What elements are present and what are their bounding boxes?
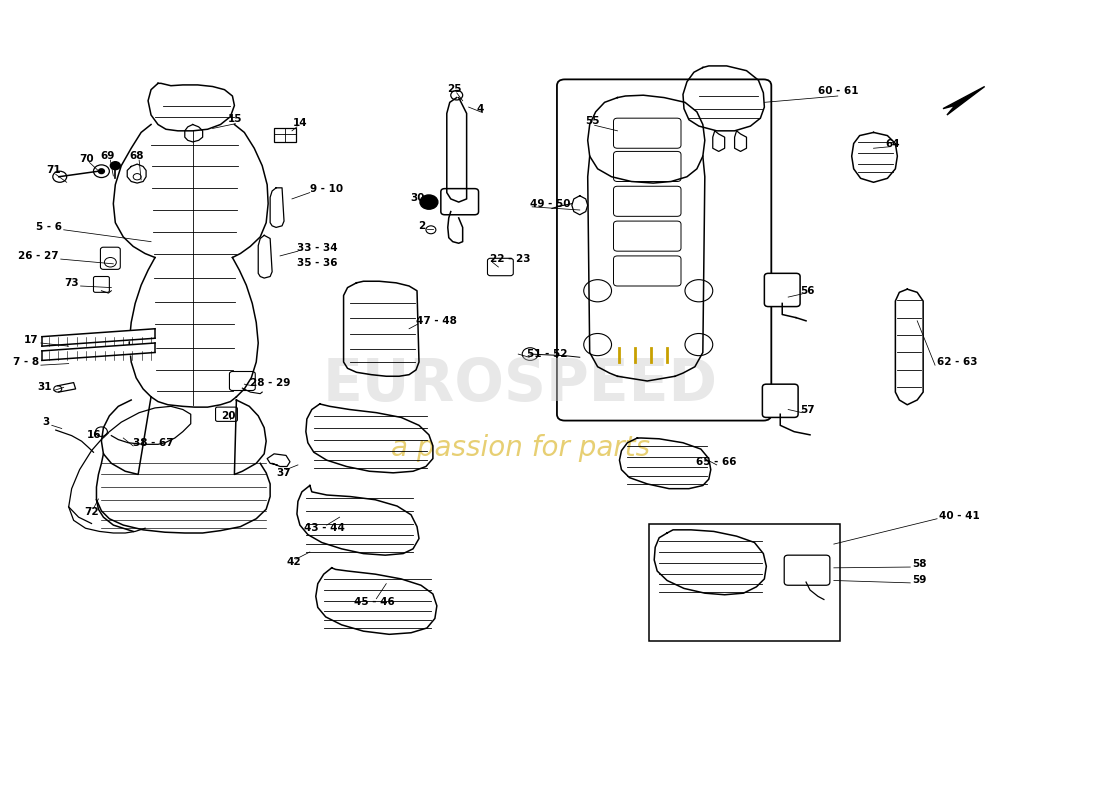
Circle shape (420, 195, 438, 210)
Text: 16: 16 (87, 430, 101, 440)
Text: 2: 2 (418, 221, 425, 231)
FancyBboxPatch shape (614, 221, 681, 251)
Circle shape (110, 162, 120, 170)
Text: 17: 17 (24, 335, 38, 345)
Text: 59: 59 (912, 574, 926, 585)
Circle shape (451, 90, 463, 100)
FancyBboxPatch shape (487, 258, 514, 276)
Circle shape (96, 427, 108, 437)
Text: 70: 70 (79, 154, 94, 163)
FancyBboxPatch shape (100, 247, 120, 270)
Text: 14: 14 (293, 118, 307, 128)
Circle shape (584, 280, 612, 302)
Text: 45 - 46: 45 - 46 (354, 597, 395, 607)
Text: 38 - 67: 38 - 67 (133, 438, 174, 448)
Circle shape (685, 280, 713, 302)
Text: EUROSPEED: EUROSPEED (322, 356, 717, 413)
Text: 35 - 36: 35 - 36 (297, 258, 338, 268)
Text: 43 - 44: 43 - 44 (305, 523, 345, 534)
Text: 37: 37 (277, 468, 292, 478)
FancyBboxPatch shape (764, 274, 800, 306)
Text: 28 - 29: 28 - 29 (251, 378, 290, 387)
Circle shape (104, 258, 117, 267)
Text: 60 - 61: 60 - 61 (817, 86, 858, 96)
Text: 5 - 6: 5 - 6 (35, 222, 62, 233)
Text: 65 - 66: 65 - 66 (696, 457, 737, 466)
Text: 40 - 41: 40 - 41 (939, 510, 980, 521)
Circle shape (584, 334, 612, 356)
FancyBboxPatch shape (274, 128, 296, 142)
Text: 15: 15 (228, 114, 243, 124)
Text: 57: 57 (800, 405, 815, 414)
Text: 26 - 27: 26 - 27 (18, 251, 58, 261)
Text: 69: 69 (100, 151, 114, 161)
FancyBboxPatch shape (614, 256, 681, 286)
Text: 56: 56 (800, 286, 815, 296)
Text: 30: 30 (410, 193, 425, 203)
Text: a passion for parts: a passion for parts (390, 434, 650, 462)
Text: 42: 42 (287, 558, 301, 567)
FancyBboxPatch shape (230, 371, 255, 390)
Text: 62 - 63: 62 - 63 (937, 357, 978, 367)
Text: 51 - 52: 51 - 52 (527, 349, 568, 359)
Text: 7 - 8: 7 - 8 (13, 357, 39, 367)
Text: 31: 31 (37, 382, 52, 392)
FancyBboxPatch shape (94, 277, 109, 292)
Circle shape (426, 226, 436, 234)
Text: 68: 68 (129, 151, 143, 161)
Text: 20: 20 (221, 411, 235, 421)
FancyBboxPatch shape (649, 523, 839, 641)
Circle shape (133, 174, 141, 180)
Text: 71: 71 (46, 166, 62, 175)
Text: 4: 4 (476, 104, 484, 114)
Circle shape (98, 169, 104, 174)
Text: 33 - 34: 33 - 34 (297, 243, 338, 253)
Text: 64: 64 (886, 138, 900, 149)
Text: 47 - 48: 47 - 48 (416, 316, 456, 326)
Circle shape (685, 334, 713, 356)
Text: 72: 72 (85, 507, 99, 518)
FancyBboxPatch shape (784, 555, 829, 586)
Circle shape (94, 165, 109, 178)
Circle shape (522, 348, 538, 361)
Text: 55: 55 (585, 116, 600, 126)
Text: 25: 25 (448, 84, 462, 94)
FancyBboxPatch shape (614, 151, 681, 182)
FancyBboxPatch shape (614, 118, 681, 148)
Text: 49 - 50: 49 - 50 (530, 198, 571, 209)
Circle shape (53, 171, 67, 182)
Text: 58: 58 (912, 559, 926, 569)
Polygon shape (943, 86, 984, 115)
FancyBboxPatch shape (216, 407, 238, 422)
Text: 9 - 10: 9 - 10 (310, 185, 343, 194)
FancyBboxPatch shape (441, 189, 478, 214)
Text: 73: 73 (64, 278, 78, 288)
FancyBboxPatch shape (762, 384, 799, 418)
FancyBboxPatch shape (614, 186, 681, 216)
Text: 3: 3 (43, 417, 50, 427)
Text: 22 - 23: 22 - 23 (491, 254, 531, 264)
Circle shape (54, 386, 62, 392)
